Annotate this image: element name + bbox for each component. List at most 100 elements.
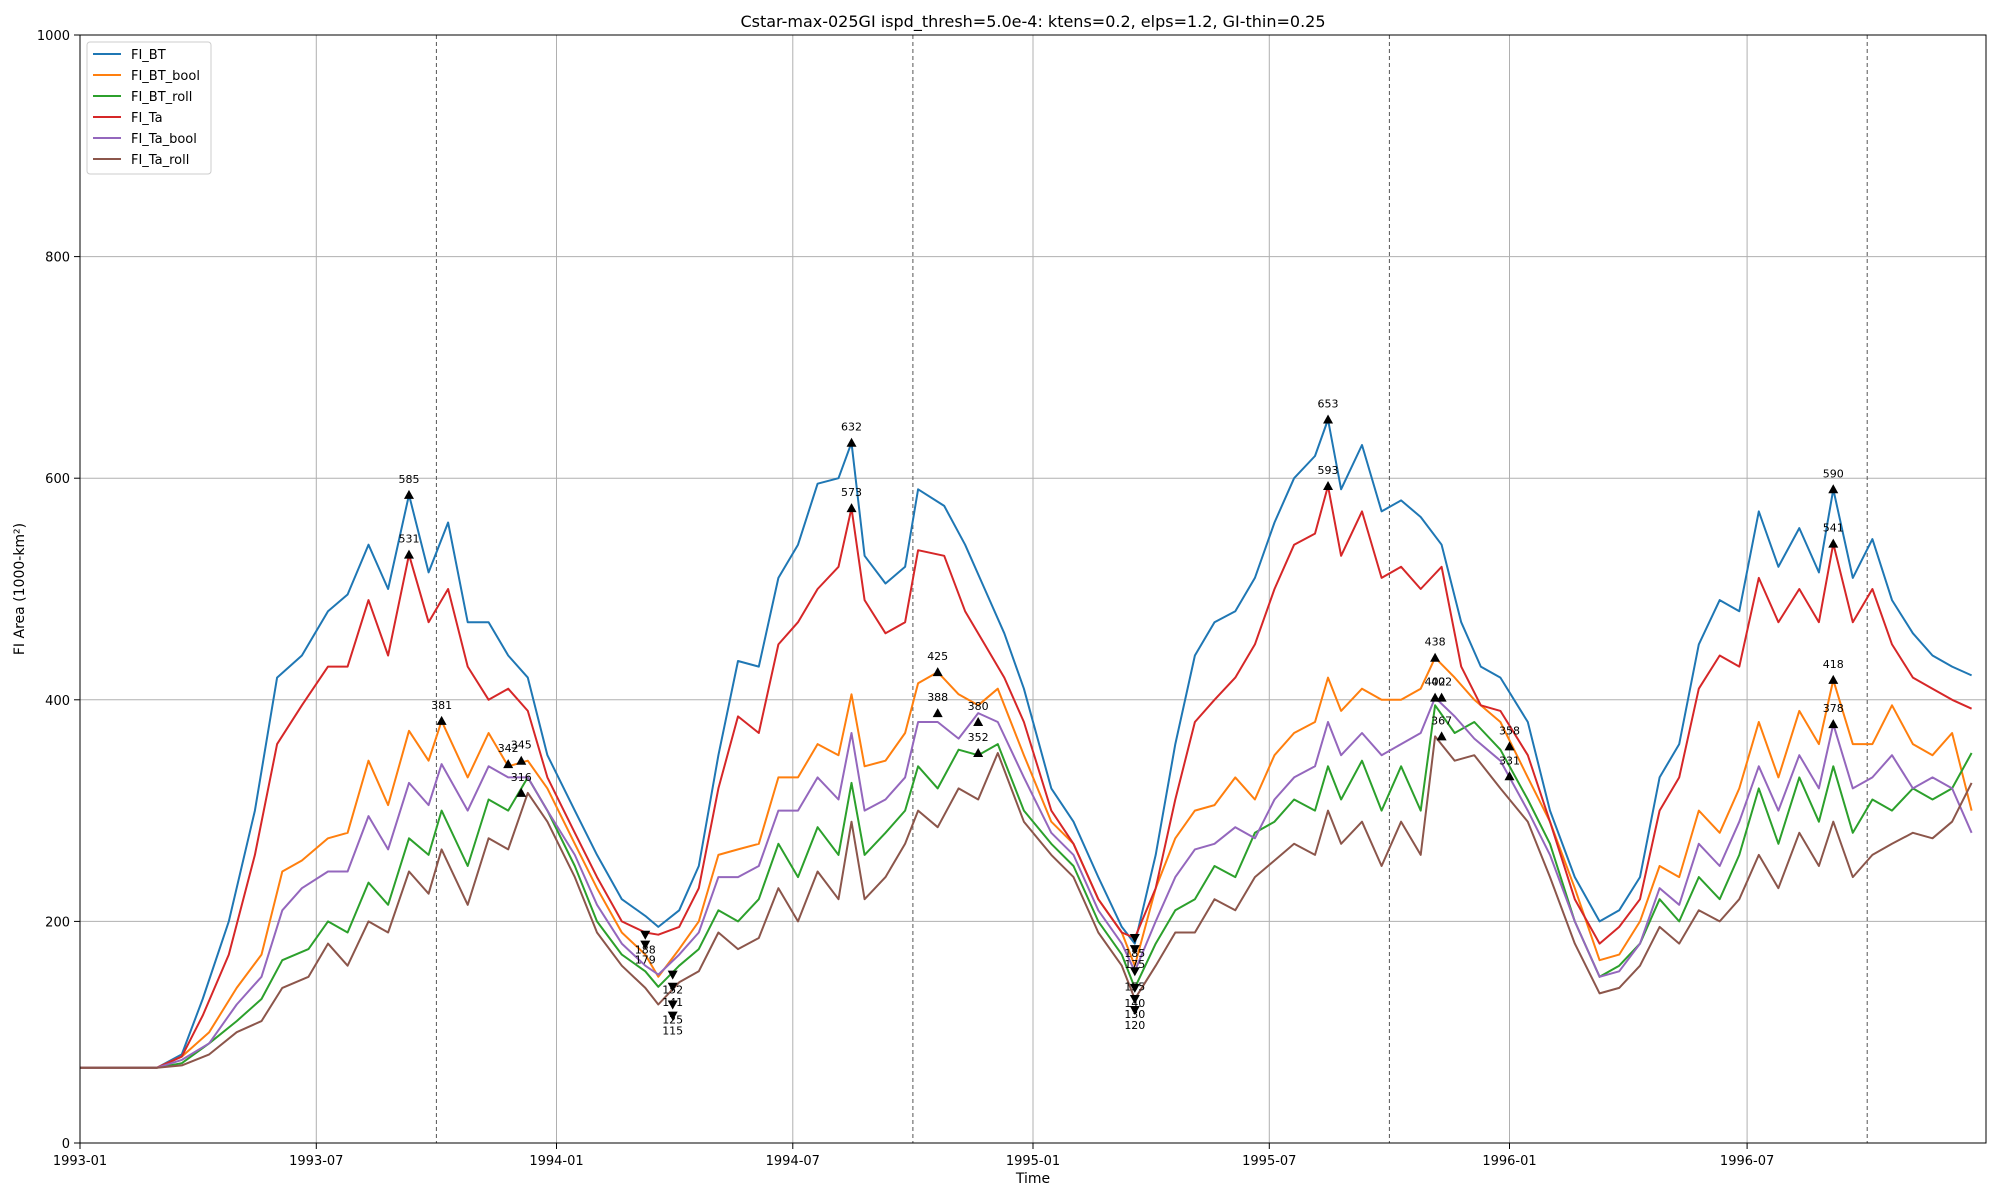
peak-marker [1828, 719, 1839, 729]
y-tick-label: 200 [45, 915, 70, 930]
x-tick-label: 1995-01 [1006, 1154, 1060, 1169]
legend-label: FI_BT_bool [131, 69, 200, 84]
peak-label: 388 [927, 691, 948, 704]
x-tick-label: 1996-01 [1482, 1154, 1536, 1169]
peak-marker [1828, 484, 1839, 494]
peak-label: 585 [398, 473, 419, 486]
peak-marker [516, 787, 527, 797]
legend-label: FI_Ta [131, 111, 163, 126]
series-line-fi-bt [80, 418, 1973, 1069]
peak-marker [503, 759, 514, 769]
y-tick-label: 800 [45, 251, 70, 266]
peak-marker [1828, 538, 1839, 548]
season-markers [435, 35, 1868, 1143]
trough-marker [667, 970, 678, 980]
peak-marker [1323, 480, 1334, 490]
peak-marker [1504, 771, 1515, 781]
legend-label: FI_BT [131, 48, 166, 63]
trough-label: 175 [1124, 958, 1145, 971]
peak-marker [846, 437, 857, 447]
series-line-fi-ta [80, 485, 1973, 1069]
x-tick-label: 1994-07 [766, 1154, 820, 1169]
extrema-annotations: 5855313813423453161881791521411251156325… [398, 397, 1843, 1037]
x-tick-label: 1995-07 [1242, 1154, 1296, 1169]
peak-label: 573 [841, 486, 862, 499]
peak-label: 438 [1425, 636, 1446, 649]
peak-label: 316 [511, 771, 532, 784]
x-tick-label: 1994-01 [529, 1154, 583, 1169]
y-axis-label: FI Area (1000-km²) [12, 523, 28, 655]
peak-marker [1323, 414, 1334, 424]
y-tick-label: 1000 [37, 29, 70, 44]
trough-marker [1129, 934, 1140, 944]
trough-marker [667, 1000, 678, 1010]
series-lines [80, 418, 1973, 1069]
peak-marker [403, 489, 414, 499]
y-tick-label: 0 [62, 1137, 70, 1152]
chart-title: Cstar-max-025GI ispd_thresh=5.0e-4: kten… [740, 12, 1325, 32]
y-axis-ticks: 0 200 400 600 800 1000 [37, 29, 80, 1152]
trough-marker [1129, 1006, 1140, 1016]
trough-marker [640, 930, 651, 940]
peak-label: 367 [1431, 714, 1452, 727]
peak-label: 358 [1499, 724, 1520, 737]
legend-label: FI_BT_roll [131, 90, 192, 105]
trough-marker [1129, 994, 1140, 1004]
peak-marker [1430, 692, 1441, 702]
peak-label: 352 [968, 731, 989, 744]
y-tick-label: 400 [45, 694, 70, 709]
trough-marker [1129, 945, 1140, 955]
trough-label: 179 [635, 954, 656, 967]
peak-marker [1436, 731, 1447, 741]
peak-marker [403, 549, 414, 559]
peak-label: 632 [841, 421, 862, 434]
x-tick-label: 1993-07 [289, 1154, 343, 1169]
peak-marker [1504, 741, 1515, 751]
peak-marker [932, 708, 943, 718]
peak-label: 345 [511, 739, 532, 752]
peak-label: 425 [927, 650, 948, 663]
x-axis-label: Time [1015, 1171, 1050, 1187]
trough-label: 115 [662, 1025, 683, 1038]
legend-label: FI_Ta_roll [131, 153, 189, 168]
peak-label: 590 [1823, 467, 1844, 480]
peak-marker [973, 716, 984, 726]
x-axis-ticks: 1993-01 1993-07 1994-01 1994-07 1995-01 1995-… [53, 1143, 1774, 1169]
trough-marker [640, 940, 651, 950]
x-tick-label: 1993-01 [53, 1154, 107, 1169]
peak-label: 380 [968, 700, 989, 713]
peak-label: 378 [1823, 702, 1844, 715]
series-line-fi-ta-bool [80, 696, 1973, 1069]
peak-label: 402 [1425, 676, 1446, 689]
peak-label: 418 [1823, 658, 1844, 671]
grid-lines [79, 34, 1986, 1144]
peak-label: 541 [1823, 522, 1844, 535]
peak-label: 342 [498, 742, 519, 755]
peak-marker [516, 755, 527, 765]
legend: FI_BT FI_BT_bool FI_BT_roll FI_Ta FI_Ta_bool… [86, 41, 212, 175]
peak-marker [436, 715, 447, 725]
peak-label: 402 [1431, 676, 1452, 689]
peak-marker [973, 747, 984, 757]
trough-label: 188 [635, 944, 656, 957]
peak-label: 593 [1318, 464, 1339, 477]
peak-label: 653 [1318, 397, 1339, 410]
y-tick-label: 600 [45, 472, 70, 487]
peak-marker [932, 667, 943, 677]
series-line-fi-bt-roll [80, 704, 1973, 1069]
peak-label: 331 [1499, 754, 1520, 767]
trough-marker [1129, 967, 1140, 977]
x-tick-label: 1996-07 [1720, 1154, 1774, 1169]
trough-marker [667, 982, 678, 992]
peak-label: 531 [398, 533, 419, 546]
trough-marker [1129, 983, 1140, 993]
trough-marker [667, 1011, 678, 1021]
trough-label: 120 [1124, 1019, 1145, 1032]
series-line-fi-bt-bool [80, 656, 1973, 1069]
peak-marker [1828, 674, 1839, 684]
series-line-fi-ta-roll [80, 735, 1973, 1069]
peak-label: 381 [431, 699, 452, 712]
peak-marker [1436, 692, 1447, 702]
peak-marker [846, 503, 857, 513]
